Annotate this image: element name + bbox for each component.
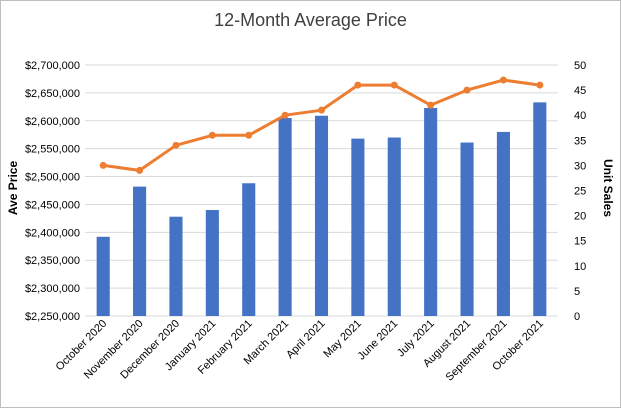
line-point	[136, 166, 144, 174]
y2-tick-label: 0	[574, 311, 580, 323]
bar	[169, 216, 183, 316]
bar	[387, 137, 401, 316]
line-point	[208, 131, 216, 139]
y2-tick-label: 40	[574, 110, 586, 122]
bar	[242, 183, 256, 316]
line-point	[536, 81, 544, 89]
y-tick-label: $2,700,000	[25, 60, 80, 72]
y2-tick-label: 25	[574, 186, 586, 198]
line-point	[499, 76, 507, 84]
bar	[278, 117, 292, 316]
y-tick-label: $2,650,000	[25, 88, 80, 100]
y-tick-label: $2,250,000	[25, 311, 80, 323]
bar	[133, 186, 147, 316]
line-point	[390, 81, 398, 89]
y-axis-label: Ave Price	[6, 161, 20, 216]
bar	[496, 131, 510, 316]
y2-tick-label: 20	[574, 211, 586, 223]
bar	[314, 115, 329, 316]
y2-tick-label: 45	[574, 85, 586, 97]
bar	[424, 107, 438, 317]
y2-tick-label: 5	[574, 286, 580, 298]
y-tick-label: $2,500,000	[25, 172, 80, 184]
y2-tick-label: 50	[574, 60, 586, 72]
y2-tick-label: 15	[574, 236, 586, 248]
y2-tick-label: 35	[574, 135, 586, 147]
chart-title: 12-Month Average Price	[214, 10, 407, 30]
y-tick-label: $2,350,000	[25, 255, 80, 267]
line-point	[99, 161, 107, 169]
left-axis-ticks: $2,250,000 $2,300,000 $2,350,000 $2,400,000…	[25, 60, 80, 323]
y-tick-label: $2,450,000	[25, 199, 80, 211]
y-tick-label: $2,400,000	[25, 227, 80, 239]
bar	[205, 210, 219, 316]
bar	[533, 102, 547, 316]
x-tick-label: April 2021	[284, 318, 328, 362]
y2-tick-label: 10	[574, 261, 586, 273]
x-tick-label: June 2021	[356, 318, 401, 363]
line-point	[463, 86, 471, 94]
line-point	[281, 111, 289, 119]
y-tick-label: $2,550,000	[25, 144, 80, 156]
line-series	[99, 76, 544, 174]
bar	[460, 142, 474, 316]
line-point	[427, 101, 435, 109]
bar	[96, 236, 110, 316]
line-point	[318, 106, 325, 114]
right-axis-ticks: 0 5 10 15 20 25 30 35 40 45 50	[574, 60, 586, 323]
line-point	[245, 131, 253, 139]
y-tick-label: $2,600,000	[25, 116, 80, 128]
y-tick-label: $2,300,000	[25, 283, 80, 295]
y2-axis-label: Unit Sales	[601, 159, 615, 217]
bar-series	[96, 102, 547, 317]
bar	[351, 138, 365, 316]
line-point	[172, 141, 180, 149]
y2-tick-label: 30	[574, 160, 586, 172]
line-point	[354, 81, 362, 89]
